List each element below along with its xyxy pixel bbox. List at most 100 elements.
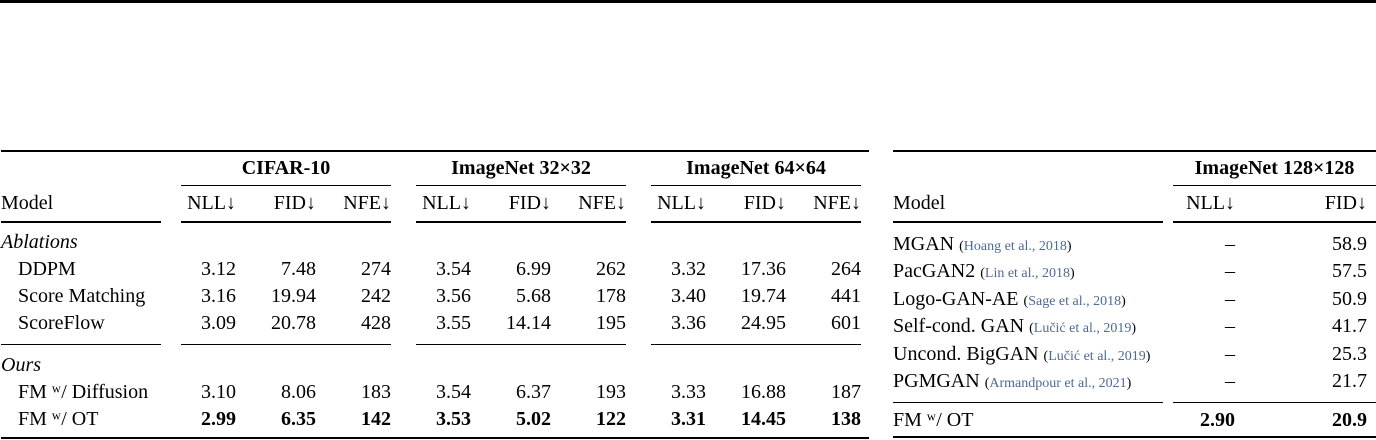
metric-value: 242 [361, 284, 391, 307]
section-label-row: Ours [1, 352, 869, 379]
table-row-pgmgan: PGMGAN (Armandpour et al., 2021) – 21.7 [893, 368, 1376, 396]
metric-value: 601 [831, 311, 861, 334]
table-row-fm-diffusion: FM w/ Diffusion 3.10 8.06 183 3.54 6.37 … [1, 379, 869, 406]
metric-value: 6.99 [516, 257, 551, 280]
ablation-results-table: CIFAR-10 ImageNet 32×32 ImageNet 64×64 M… [1, 150, 869, 439]
rule [1173, 185, 1376, 187]
metric-value: 3.12 [201, 257, 236, 280]
metric-value: 19.94 [271, 284, 316, 307]
metric-value: 5.68 [516, 284, 551, 307]
metric-value: 7.48 [281, 257, 316, 280]
metric-value: 264 [831, 257, 861, 280]
metric-value: 5.02 [516, 407, 551, 430]
metric-value: 193 [596, 380, 626, 403]
rule [1, 221, 161, 223]
imagenet128-results-table: ImageNet 128×128 Model NLL↓ FID↓ MGAN (Ho… [893, 150, 1376, 438]
citation-link[interactable]: (Lin et al., 2018) [980, 266, 1075, 282]
model-name: Self-cond. GAN (Lučić et al., 2019) [893, 315, 1137, 338]
model-name: FM w/ OT [18, 407, 99, 430]
model-name: FM w/ OT [893, 409, 974, 432]
rule [651, 221, 861, 223]
column-header-nll: NLL↓ [187, 192, 236, 215]
table-row-fm-ot: FM w/ OT 2.99 6.35 142 3.53 5.02 122 3.3… [1, 406, 869, 433]
metric-value: 50.9 [1332, 287, 1367, 310]
metric-value: 14.14 [506, 311, 551, 334]
metric-value: – [1225, 287, 1235, 310]
section-label-ablations: Ablations [1, 230, 78, 253]
rule [416, 343, 626, 345]
dataset-header-row: CIFAR-10 ImageNet 32×32 ImageNet 64×64 [1, 152, 869, 185]
column-header-nll: NLL↓ [1186, 192, 1235, 215]
model-name: DDPM [18, 257, 76, 280]
midrule-row [893, 221, 1376, 223]
metric-value: 41.7 [1332, 315, 1367, 338]
dataset-header-row: ImageNet 128×128 [893, 152, 1376, 185]
dataset-group-header-imagenet32: ImageNet 32×32 [451, 157, 591, 179]
table-row-score-matching: Score Matching 3.16 19.94 242 3.56 5.68 … [1, 283, 869, 310]
column-header-nfe: NFE↓ [813, 192, 861, 215]
rule [1173, 221, 1376, 223]
metric-value: 6.37 [516, 380, 551, 403]
metric-value: 24.95 [741, 311, 786, 334]
metric-value: 195 [596, 311, 626, 334]
w-superscript: w [51, 408, 62, 423]
metric-value: 3.10 [201, 380, 236, 403]
metric-value: 3.54 [436, 380, 471, 403]
model-name: FM w/ Diffusion [18, 380, 149, 403]
column-header-row: Model NLL↓ FID↓ [893, 186, 1376, 221]
metric-value: 14.45 [741, 407, 786, 430]
model-name: ScoreFlow [18, 311, 105, 334]
metric-value: – [1225, 370, 1235, 393]
metric-value: 3.09 [201, 311, 236, 334]
column-header-nll: NLL↓ [422, 192, 471, 215]
table-row-ddpm: DDPM 3.12 7.48 274 3.54 6.99 262 3.32 17… [1, 256, 869, 283]
rule [416, 221, 626, 223]
table-row-logo-gan-ae: Logo-GAN-AE (Sage et al., 2018) – 50.9 [893, 286, 1376, 314]
rule [893, 221, 1163, 223]
w-superscript: w [51, 381, 62, 396]
table-row-uncond-biggan: Uncond. BigGAN (Lučić et al., 2019) – 25.… [893, 341, 1376, 369]
metric-value: 274 [361, 257, 391, 280]
page-top-rule [0, 0, 1376, 3]
rule [181, 185, 391, 187]
metric-value: 142 [361, 407, 391, 430]
table-row-self-cond-gan: Self-cond. GAN (Lučić et al., 2019) – 41.… [893, 313, 1376, 341]
citation-link[interactable]: (Sage et al., 2018) [1023, 293, 1126, 309]
metric-value: 178 [596, 284, 626, 307]
rule [1173, 401, 1376, 403]
metric-value: 19.74 [741, 284, 786, 307]
rule [416, 185, 626, 187]
metric-value: 3.33 [671, 380, 706, 403]
column-header-nll: NLL↓ [657, 192, 706, 215]
metric-value: 262 [596, 257, 626, 280]
metric-value: – [1225, 260, 1235, 283]
metric-value: 3.36 [671, 311, 706, 334]
dataset-group-header-cifar10: CIFAR-10 [241, 157, 331, 179]
citation-link[interactable]: (Armandpour et al., 2021) [984, 376, 1132, 392]
citation-link[interactable]: (Lučić et al., 2019) [1043, 348, 1151, 364]
metric-value: 3.53 [436, 407, 471, 430]
rule [893, 401, 1163, 403]
metric-value: 2.90 [1200, 409, 1235, 432]
column-header-row: Model NLL↓ FID↓ NFE↓ NLL↓ FID↓ NFE↓ NLL↓… [1, 186, 869, 221]
metric-value: 16.88 [741, 380, 786, 403]
section-label-ours: Ours [1, 353, 42, 376]
metric-value: 8.06 [281, 380, 316, 403]
metric-value: 21.7 [1332, 370, 1367, 393]
model-name: Uncond. BigGAN (Lučić et al., 2019) [893, 342, 1151, 365]
column-header-fid: FID↓ [508, 192, 551, 215]
citation-link[interactable]: (Hoang et al., 2018) [959, 238, 1072, 254]
model-column-header: Model [893, 192, 946, 215]
rule [1, 343, 161, 345]
metric-value: 441 [831, 284, 861, 307]
table-row-fm-ot: FM w/ OT 2.90 20.9 [893, 407, 1376, 435]
metric-value: 25.3 [1332, 342, 1367, 365]
metric-value: 428 [361, 311, 391, 334]
model-name: PGMGAN (Armandpour et al., 2021) [893, 370, 1132, 393]
model-name: PacGAN2 (Lin et al., 2018) [893, 260, 1075, 283]
citation-link[interactable]: (Lučić et al., 2019) [1029, 321, 1137, 337]
table-row-scoreflow: ScoreFlow 3.09 20.78 428 3.55 14.14 195 … [1, 310, 869, 337]
table-row-mgan: MGAN (Hoang et al., 2018) – 58.9 [893, 231, 1376, 259]
metric-value: 3.55 [436, 311, 471, 334]
metric-value: 3.32 [671, 257, 706, 280]
